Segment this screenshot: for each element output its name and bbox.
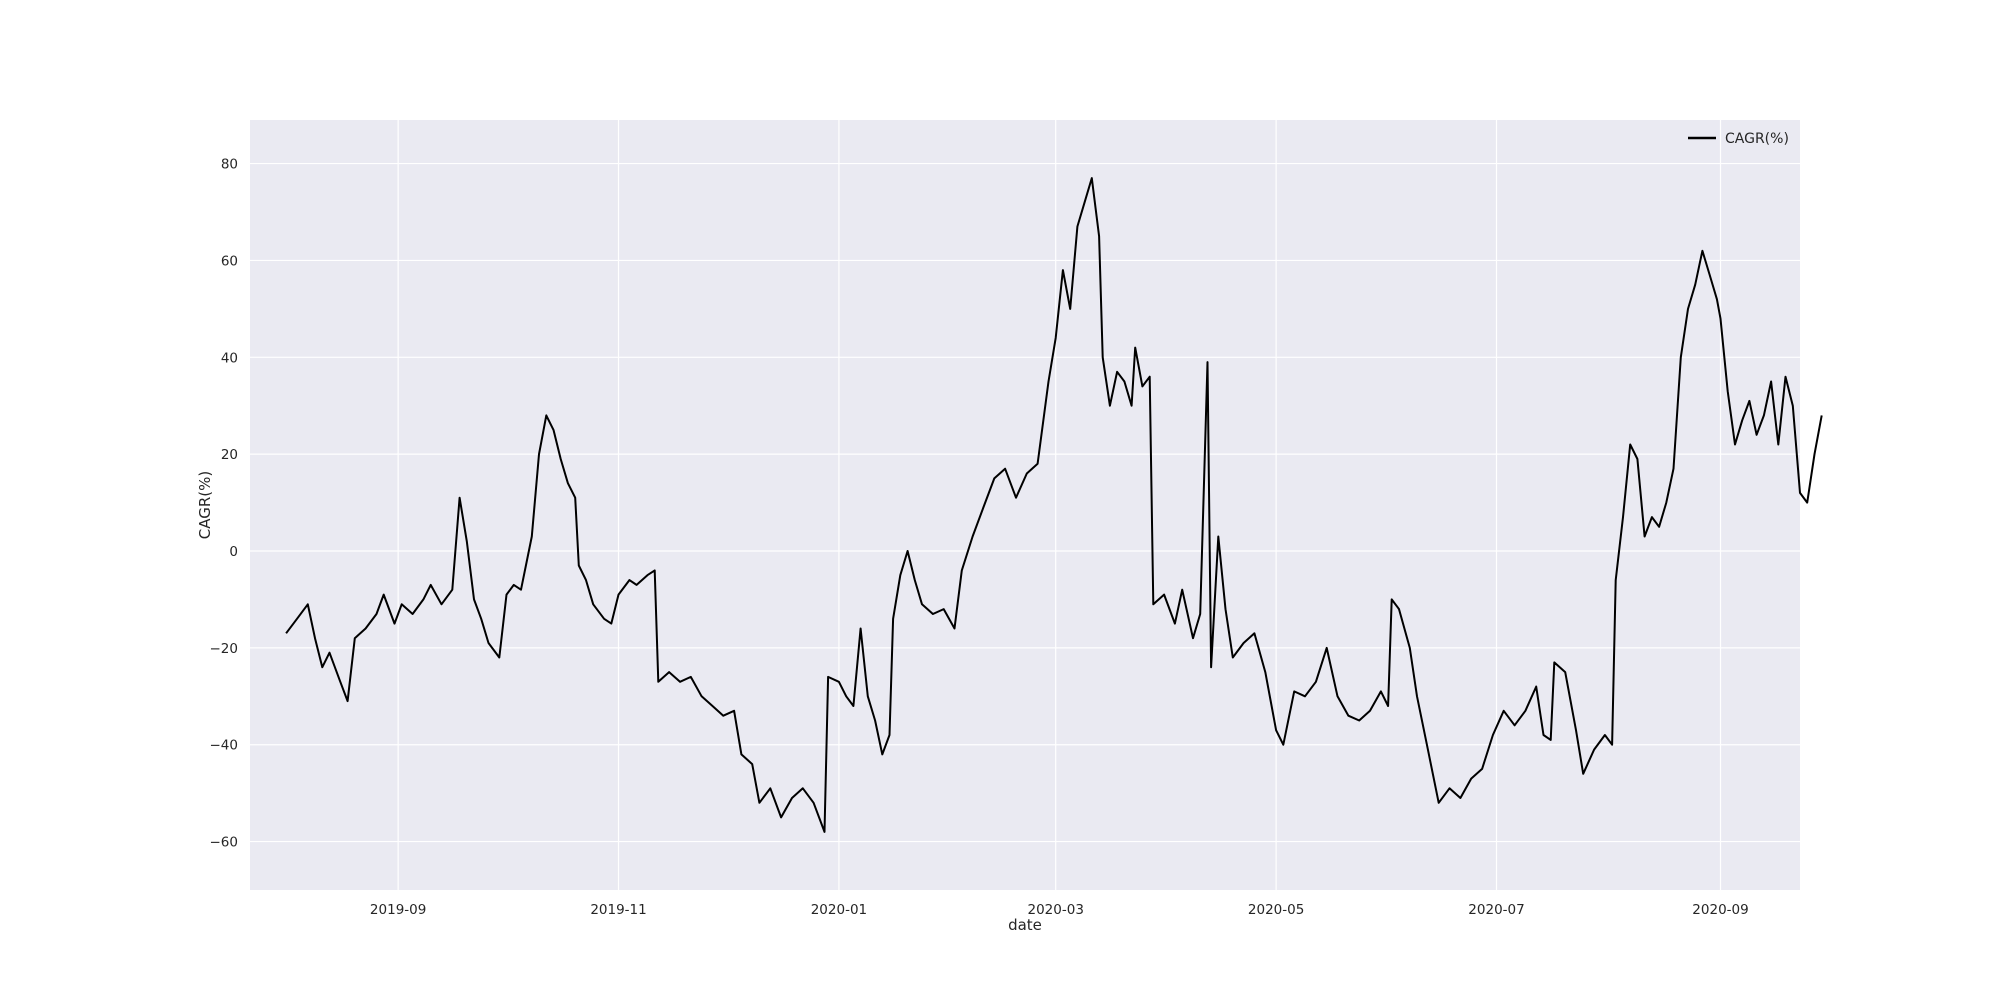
y-tick-label: 60 xyxy=(221,253,238,269)
y-tick-label: 40 xyxy=(221,350,238,366)
y-tick-label: −60 xyxy=(210,835,239,851)
tick-labels: 80 60 40 20 0 −20 −40 −60 2019-09 2019-11 2020-01 2… xyxy=(210,157,1749,918)
x-tick-label: 2020-01 xyxy=(811,902,867,918)
x-tick-label: 2020-07 xyxy=(1468,902,1524,918)
x-tick-label: 2020-05 xyxy=(1248,902,1304,918)
legend-label: CAGR(%) xyxy=(1725,131,1789,147)
y-tick-label: −40 xyxy=(210,738,239,754)
plot-area xyxy=(250,120,1800,890)
y-tick-label: 80 xyxy=(221,157,238,173)
series-layer xyxy=(285,177,1823,833)
x-axis-label: date xyxy=(1008,916,1042,934)
grid-lines xyxy=(250,120,1800,890)
legend: CAGR(%) xyxy=(1688,131,1789,147)
y-axis-label: CAGR(%) xyxy=(196,471,214,539)
x-tick-label: 2020-09 xyxy=(1692,902,1748,918)
x-tick-label: 2019-09 xyxy=(370,902,426,918)
y-tick-label: 0 xyxy=(229,544,238,560)
y-tick-label: 20 xyxy=(221,447,238,463)
x-tick-label: 2020-03 xyxy=(1028,902,1084,918)
series-line-cagr xyxy=(285,177,1823,833)
y-tick-label: −20 xyxy=(210,641,239,657)
x-tick-label: 2019-11 xyxy=(590,902,646,918)
